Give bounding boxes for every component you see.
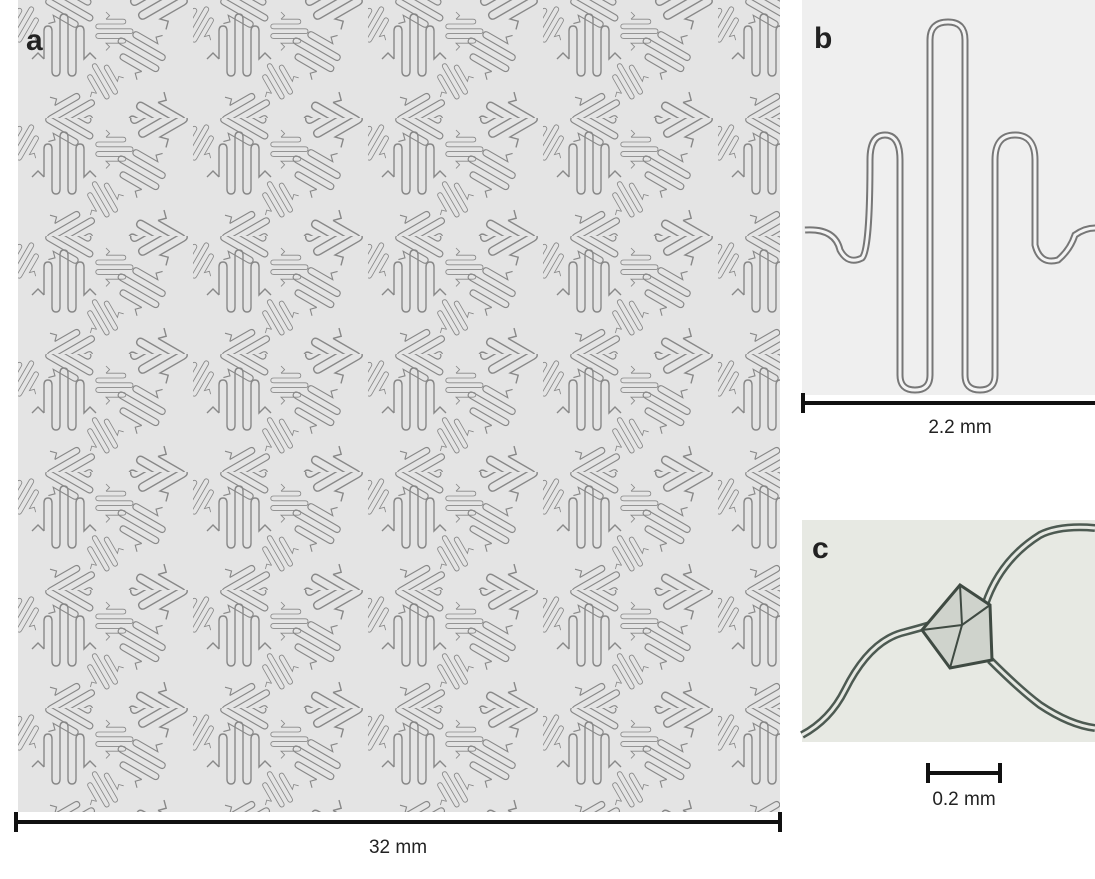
micrograph-b [802, 0, 1095, 395]
micrograph-a [18, 0, 780, 812]
panel-a: a 32 mm [14, 0, 782, 858]
scale-label: 32 mm [369, 837, 427, 858]
panel-label: a [26, 24, 43, 57]
panel-label: b [814, 22, 832, 55]
panel-c: c 0.2 mm [800, 520, 1095, 810]
panel-b: b 2.2 mm [801, 0, 1095, 438]
scale-label: 0.2 mm [932, 789, 995, 810]
panel-label: c [812, 532, 829, 565]
scale-label: 2.2 mm [928, 417, 991, 438]
